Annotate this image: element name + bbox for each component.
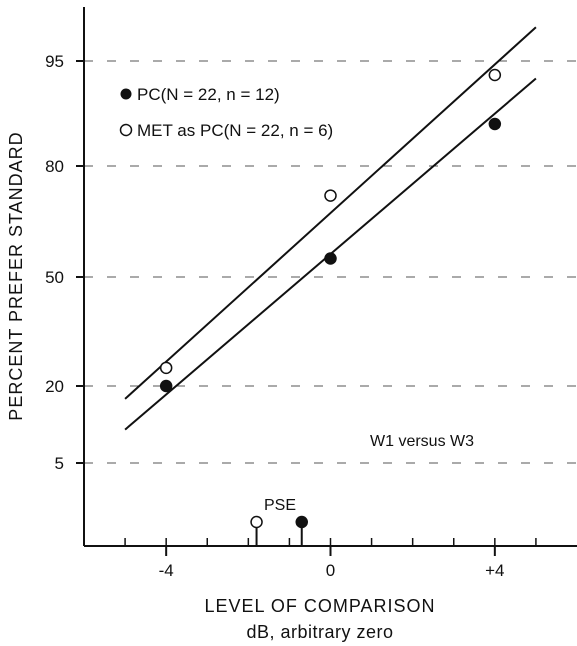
x-tick-label--4: -4 — [159, 561, 174, 580]
data-point-series-1-2 — [488, 68, 502, 82]
condition-annotation: W1 versus W3 — [370, 433, 474, 450]
data-point-series-0-0 — [159, 379, 173, 393]
data-point-series-0-1 — [324, 252, 337, 265]
fit-line-series-1 — [124, 26, 537, 400]
legend-label-pc: PC(N = 22, n = 12) — [137, 85, 280, 104]
y-tick-label-5: 5 — [55, 454, 64, 473]
pse-label: PSE — [264, 497, 296, 514]
x-axis-subtitle: dB, arbitrary zero — [246, 622, 393, 642]
pse-marker-series-1 — [250, 515, 263, 529]
x-axis-title: LEVEL OF COMPARISON — [204, 596, 435, 616]
y-ticks: 5 20 50 80 95 — [45, 52, 84, 473]
data-point-series-1-1 — [324, 189, 337, 202]
x-tick-label-+4: +4 — [485, 561, 504, 580]
data-points — [159, 68, 502, 393]
x-ticks: -4 0 +4 — [124, 538, 537, 580]
y-tick-label-20: 20 — [45, 377, 64, 396]
y-tick-label-80: 80 — [45, 157, 64, 176]
legend-marker-pc — [120, 88, 132, 100]
x-tick-label-0: 0 — [326, 561, 335, 580]
data-point-series-1-0 — [159, 361, 173, 375]
data-point-series-0-2 — [488, 117, 502, 131]
y-tick-label-50: 50 — [45, 268, 64, 287]
legend-marker-met — [119, 123, 133, 137]
pse-marker-series-0 — [295, 515, 308, 529]
pse-markers — [250, 515, 308, 546]
y-axis-title: PERCENT PREFER STANDARD — [6, 131, 26, 420]
y-tick-label-95: 95 — [45, 52, 64, 71]
legend-label-met: MET as PC(N = 22, n = 6) — [137, 121, 333, 140]
legend: PC(N = 22, n = 12) MET as PC(N = 22, n =… — [119, 85, 333, 140]
